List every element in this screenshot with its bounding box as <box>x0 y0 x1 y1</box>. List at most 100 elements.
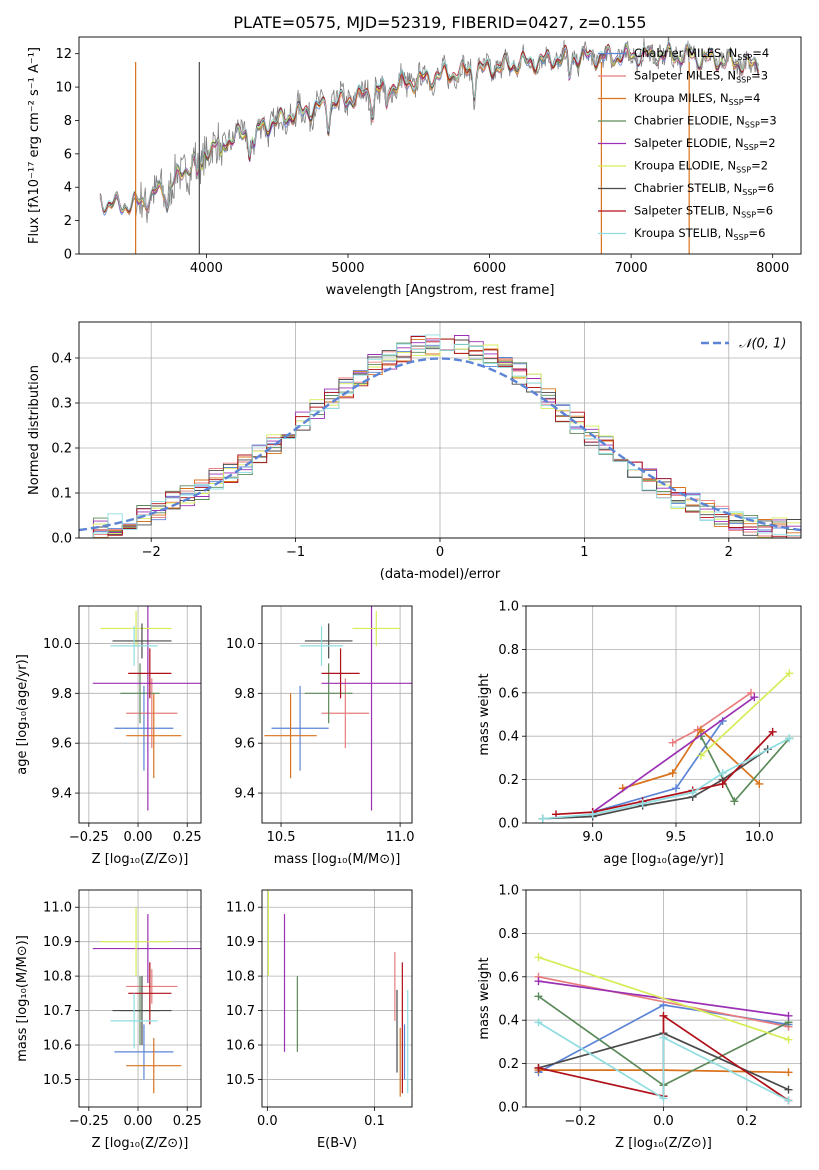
y-tick-label: 10.8 <box>226 970 255 985</box>
legend-entry: Salpeter STELIB, NSSP=6 <box>634 204 773 220</box>
y-tick-label: 10.9 <box>43 935 72 950</box>
y-tick-label: 0.4 <box>51 352 72 367</box>
y-tick-label: 10.6 <box>226 1039 255 1054</box>
weight-marker <box>659 1094 668 1103</box>
x-tick-label: −2 <box>142 545 161 560</box>
legend-entry: Chabrier ELODIE, NSSP=3 <box>634 114 777 130</box>
y-tick-label: 9.8 <box>234 687 255 702</box>
weight-line <box>592 696 755 813</box>
spectrum-legend: Chabrier MILES, NSSP=4 Salpeter MILES, NS… <box>598 46 777 242</box>
weight-series <box>538 745 772 823</box>
weight-marker <box>784 1011 793 1020</box>
y-tick-label: 10.5 <box>43 1073 72 1088</box>
y-tick-label: 0.2 <box>51 442 72 457</box>
x-tick-label: −1 <box>286 545 305 560</box>
weight-marker <box>534 953 543 962</box>
residuals-chart: −2 −1 0 1 2 0.0 0.1 0.2 0.3 0.4 (data-model)/error… <box>27 321 802 582</box>
y-tick-label: 0.0 <box>498 1101 519 1116</box>
x-tick-label: 0.1 <box>364 1114 385 1129</box>
weight-marker <box>784 1068 793 1077</box>
x-tick-label: 10.0 <box>745 830 774 845</box>
errorbar-point <box>92 914 201 983</box>
spectrum-xlabel: wavelength [Angstrom, rest frame] <box>326 283 555 298</box>
weight-series <box>697 669 794 760</box>
y-tick-label: 10.8 <box>43 970 72 985</box>
weight-marker <box>747 688 755 697</box>
weight-series <box>534 953 793 1044</box>
y-tick-label: 0.3 <box>51 397 72 412</box>
x-tick-label: 0.00 <box>124 1114 153 1129</box>
y-tick-label: 0.4 <box>498 1014 519 1029</box>
weight-marker <box>668 769 677 778</box>
errorbar-point <box>126 1038 182 1094</box>
weight-marker <box>668 738 677 747</box>
residual-legend: 𝒩(0, 1) <box>701 337 786 352</box>
spectrum-ylabel: Flux [fλ10⁻¹⁷ erg cm⁻² s⁻¹ A⁻¹] <box>27 47 42 244</box>
age-vs-z-grid <box>79 606 201 823</box>
mass-vs-z-chart: −0.25 0.00 0.25 10.5 10.6 10.7 10.8 10.9 11.0 Z [… <box>15 889 202 1151</box>
legend-entry: Chabrier MILES, NSSP=4 <box>634 46 769 62</box>
y-tick-label: 10.9 <box>226 935 255 950</box>
errorbar-point <box>126 693 182 779</box>
age-vs-z-xlabel: Z [log₁₀(Z/Z⊙)] <box>92 852 189 867</box>
x-tick-label: 11.0 <box>386 830 415 845</box>
weights-vs-age-plot-area <box>538 669 794 823</box>
y-tick-label: 0.0 <box>498 817 519 832</box>
y-tick-label: 9.4 <box>51 787 72 802</box>
legend-entry: Kroupa STELIB, NSSP=6 <box>634 226 765 242</box>
age-vs-z-plot-area <box>92 606 201 811</box>
y-tick-label: 4 <box>64 181 72 196</box>
y-tick-label: 10 <box>55 81 72 96</box>
weights-vs-age-frame <box>525 605 802 824</box>
x-tick-label: 0.0 <box>653 1114 674 1129</box>
weight-line <box>538 975 789 1028</box>
errorbar-point <box>264 693 317 779</box>
weights-vs-age-ylabel: mass weight <box>477 673 492 755</box>
residuals-plot-area <box>79 334 801 538</box>
y-tick-label: 0.6 <box>498 970 519 985</box>
weight-marker <box>784 1035 793 1044</box>
weight-line <box>538 1021 789 1102</box>
weight-series <box>618 725 764 793</box>
x-tick-label: −0.2 <box>564 1114 596 1129</box>
age-vs-mass-grid <box>262 606 412 823</box>
mass-vs-ebv-chart: 0.0 0.1 10.5 10.6 10.7 10.8 10.9 11.0 E(B-V) <box>226 889 413 1151</box>
errorbar-point <box>92 606 201 811</box>
legend-entry: Kroupa MILES, NSSP=4 <box>634 91 760 107</box>
figure-title: PLATE=0575, MJD=52319, FIBERID=0427, z=0… <box>233 13 646 32</box>
weight-series <box>534 1018 793 1105</box>
legend-entry: Salpeter MILES, NSSP=3 <box>634 69 768 85</box>
legend-entry: Kroupa ELODIE, NSSP=2 <box>634 159 768 175</box>
errorbar-point <box>112 976 172 1045</box>
y-tick-label: 10.0 <box>226 637 255 652</box>
errorbar-point <box>114 685 174 771</box>
legend-entry: Salpeter ELODIE, NSSP=2 <box>634 136 776 152</box>
y-tick-label: 0.4 <box>498 730 519 745</box>
mass-vs-z-plot-area <box>92 907 201 1094</box>
y-tick-label: 10.6 <box>43 1039 72 1054</box>
weight-line <box>538 956 789 1041</box>
weights-vs-age-xlabel: age [log₁₀(age/yr)] <box>603 852 724 867</box>
weight-marker <box>755 779 764 788</box>
weight-marker <box>659 1011 668 1020</box>
weight-marker <box>638 799 647 808</box>
weight-marker <box>697 751 705 760</box>
errorbar-point <box>321 648 360 699</box>
weight-series <box>534 972 793 1031</box>
spectrum-plot-area <box>99 37 759 254</box>
mass-vs-ebv-grid <box>262 890 412 1107</box>
weight-marker <box>588 810 597 819</box>
y-tick-label: 0.8 <box>498 927 519 942</box>
weights-vs-z-plot-area <box>534 953 793 1105</box>
mass-vs-z-xlabel: Z [log₁₀(Z/Z⊙)] <box>92 1136 189 1151</box>
x-tick-label: 9.5 <box>666 830 687 845</box>
x-tick-label: −0.25 <box>69 1114 109 1129</box>
errorbar-point <box>100 610 172 646</box>
spectrum-chart: 4000 5000 6000 7000 8000 0 2 4 6 8 10 12 wavelength … <box>27 36 802 298</box>
y-tick-label: 0.8 <box>498 643 519 658</box>
y-tick-label: 0.2 <box>498 773 519 788</box>
errorbar-point <box>128 648 172 699</box>
x-tick-label: 9.0 <box>582 830 603 845</box>
x-tick-label: 5000 <box>331 261 364 276</box>
